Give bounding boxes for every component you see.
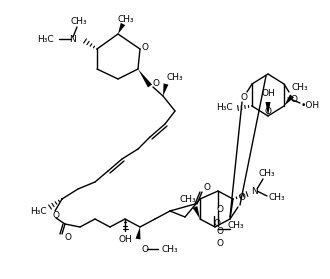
Polygon shape (193, 206, 200, 219)
Text: OH: OH (261, 90, 275, 98)
Text: CH₃: CH₃ (180, 194, 196, 203)
Text: H₃C: H₃C (37, 35, 53, 44)
Text: CH₃: CH₃ (269, 194, 285, 203)
Text: N: N (251, 186, 258, 196)
Polygon shape (284, 94, 294, 106)
Text: CH₃: CH₃ (228, 220, 244, 230)
Polygon shape (118, 23, 125, 34)
Text: O: O (216, 227, 223, 235)
Text: CH₃: CH₃ (162, 244, 178, 254)
Text: H₃C: H₃C (216, 104, 232, 112)
Text: CH₃: CH₃ (292, 83, 308, 93)
Text: CH₃: CH₃ (71, 16, 87, 25)
Text: O: O (64, 234, 72, 242)
Text: O: O (142, 244, 148, 254)
Text: CH₃: CH₃ (259, 169, 275, 177)
Text: O: O (52, 211, 59, 220)
Text: O: O (216, 205, 223, 213)
Text: O: O (214, 218, 220, 227)
Text: OH: OH (118, 235, 132, 244)
Text: CH₃: CH₃ (118, 16, 134, 25)
Text: O: O (204, 184, 211, 193)
Text: O: O (152, 80, 159, 88)
Polygon shape (138, 69, 152, 87)
Text: O: O (216, 239, 223, 247)
Text: CH₃: CH₃ (167, 73, 183, 83)
Polygon shape (136, 227, 141, 239)
Text: N: N (70, 35, 76, 44)
Text: •OH: •OH (300, 100, 319, 109)
Text: H₃C: H₃C (30, 206, 46, 215)
Polygon shape (163, 83, 168, 96)
Text: O: O (265, 107, 272, 117)
Text: O: O (241, 93, 248, 102)
Text: O: O (290, 95, 298, 104)
Text: O: O (142, 42, 148, 52)
Text: O: O (239, 193, 246, 201)
Polygon shape (266, 102, 271, 116)
